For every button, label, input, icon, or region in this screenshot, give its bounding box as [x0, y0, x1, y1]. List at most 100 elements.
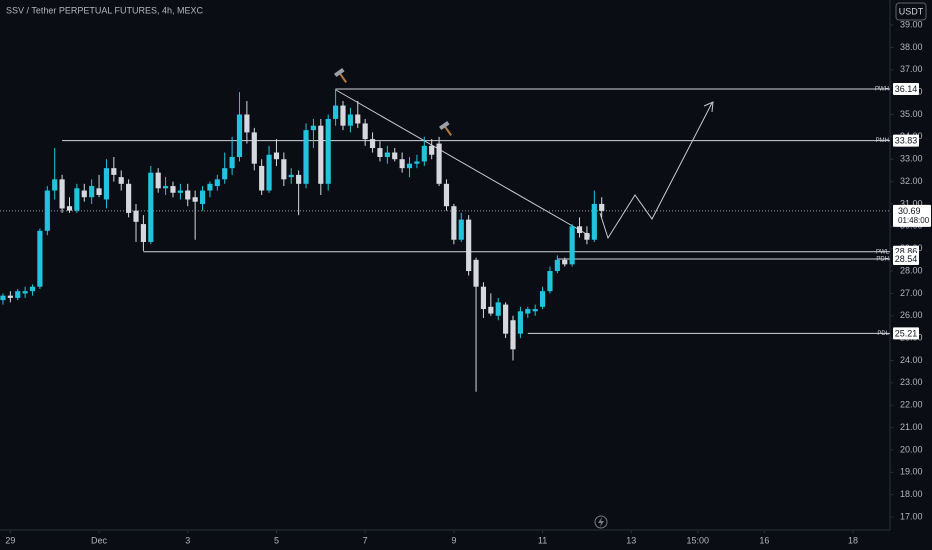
x-tick-label: 9 — [451, 535, 456, 545]
last-price-label: 30.69 — [898, 206, 921, 216]
candle-body — [288, 174, 294, 178]
candle-body — [126, 183, 132, 213]
candle-body — [0, 295, 6, 301]
candle-body — [584, 233, 590, 240]
candle-body — [52, 179, 58, 191]
level-value: 25.21 — [895, 328, 918, 338]
x-tick-label: 29 — [5, 535, 15, 545]
x-tick-label: 13 — [626, 535, 636, 545]
level-value: 28.86 — [895, 247, 918, 257]
candle-body — [155, 172, 161, 189]
hammer-icon — [439, 121, 452, 136]
candle-body — [310, 125, 317, 131]
candle-body — [192, 197, 198, 202]
candle-body — [199, 190, 206, 204]
y-tick-label: 39.00 — [900, 19, 923, 29]
candles — [0, 89, 605, 392]
level-value: 33.83 — [895, 136, 918, 146]
candle-body — [111, 168, 117, 175]
y-tick-label: 38.00 — [900, 42, 923, 52]
candle-body — [525, 309, 531, 314]
price-labels: PWH 36.14 PMH 33.83 PWL 28.86 PDH 28.54 PDL 25.21… — [875, 83, 931, 340]
candle-body — [251, 132, 257, 164]
candle-body — [318, 125, 324, 184]
chart-title: SSV / Tether PERPETUAL FUTURES, 4h, MEXC — [6, 5, 204, 15]
level-name: PWL — [876, 249, 890, 255]
candle-body — [222, 168, 228, 180]
y-tick-label: 18.00 — [900, 489, 923, 499]
currency-label[interactable]: USDT — [899, 6, 924, 16]
x-tick-label: 7 — [363, 535, 368, 545]
levels — [0, 88, 890, 334]
candle-body — [547, 271, 553, 292]
candle-body — [325, 118, 331, 184]
candle-body — [214, 179, 220, 187]
candle-body — [599, 203, 605, 211]
candle-body — [7, 295, 13, 298]
candle-body — [259, 165, 265, 191]
y-tick-label: 37.00 — [900, 64, 923, 74]
x-tick-label: 16 — [759, 535, 769, 545]
candle-body — [384, 152, 390, 157]
y-tick-label: 19.00 — [900, 467, 923, 477]
y-tick-label: 32.00 — [900, 176, 923, 186]
y-tick-label: 23.00 — [900, 377, 923, 387]
candle-body — [162, 186, 169, 189]
candle-body — [170, 186, 176, 193]
level-value: 36.14 — [895, 84, 918, 94]
x-tick-label: 5 — [274, 535, 279, 545]
candle-body — [29, 286, 36, 292]
candle-body — [266, 154, 272, 191]
candle-body — [554, 259, 560, 272]
y-tick-label: 31.00 — [900, 198, 923, 208]
candle-body — [296, 174, 302, 184]
y-tick-label: 33.00 — [900, 154, 923, 164]
candle-body — [421, 145, 427, 162]
candle-body — [532, 309, 538, 312]
candle-body — [347, 114, 353, 126]
candle-body — [22, 291, 28, 294]
candle-body — [74, 188, 80, 211]
candle-body — [503, 304, 509, 334]
candle-body — [355, 114, 361, 124]
projection-path — [599, 102, 713, 240]
currency-button[interactable] — [895, 2, 927, 21]
y-tick-label: 24.00 — [900, 355, 923, 365]
level-name: PDH — [876, 257, 889, 263]
last-price-box — [893, 204, 931, 227]
y-tick-label: 22.00 — [900, 400, 923, 410]
candle-body — [517, 311, 523, 334]
y-tick-label: 28.00 — [900, 265, 923, 275]
x-tick-label: 18 — [848, 535, 858, 545]
candle-body — [495, 302, 501, 316]
candle-body — [539, 291, 546, 307]
candle-body — [399, 159, 405, 169]
candle-body — [369, 139, 376, 149]
candle-body — [436, 143, 442, 184]
candle-body — [103, 168, 110, 200]
candle-body — [451, 206, 457, 240]
x-tick-label: 11 — [538, 535, 547, 545]
candle-body — [59, 179, 65, 209]
x-tick-label: Dec — [91, 535, 108, 545]
y-tick-label: 35.00 — [900, 109, 923, 119]
candle-body — [133, 210, 139, 222]
candle-body — [591, 203, 597, 240]
candle-body — [148, 172, 154, 242]
candle-body — [480, 286, 487, 310]
y-tick-label: 17.00 — [900, 511, 923, 521]
y-tick-label: 21.00 — [900, 422, 923, 432]
lightning-icon[interactable] — [594, 515, 608, 529]
candle-body — [362, 123, 368, 140]
candle-body — [392, 152, 398, 160]
level-value-box — [893, 83, 919, 96]
candle-body — [458, 219, 464, 240]
candle-body — [236, 114, 243, 157]
candle-body — [333, 105, 339, 119]
trend-line — [335, 89, 591, 237]
candle-body — [429, 145, 435, 155]
candle-body — [96, 188, 102, 196]
candle-body — [406, 163, 413, 169]
candle-body — [81, 190, 87, 198]
